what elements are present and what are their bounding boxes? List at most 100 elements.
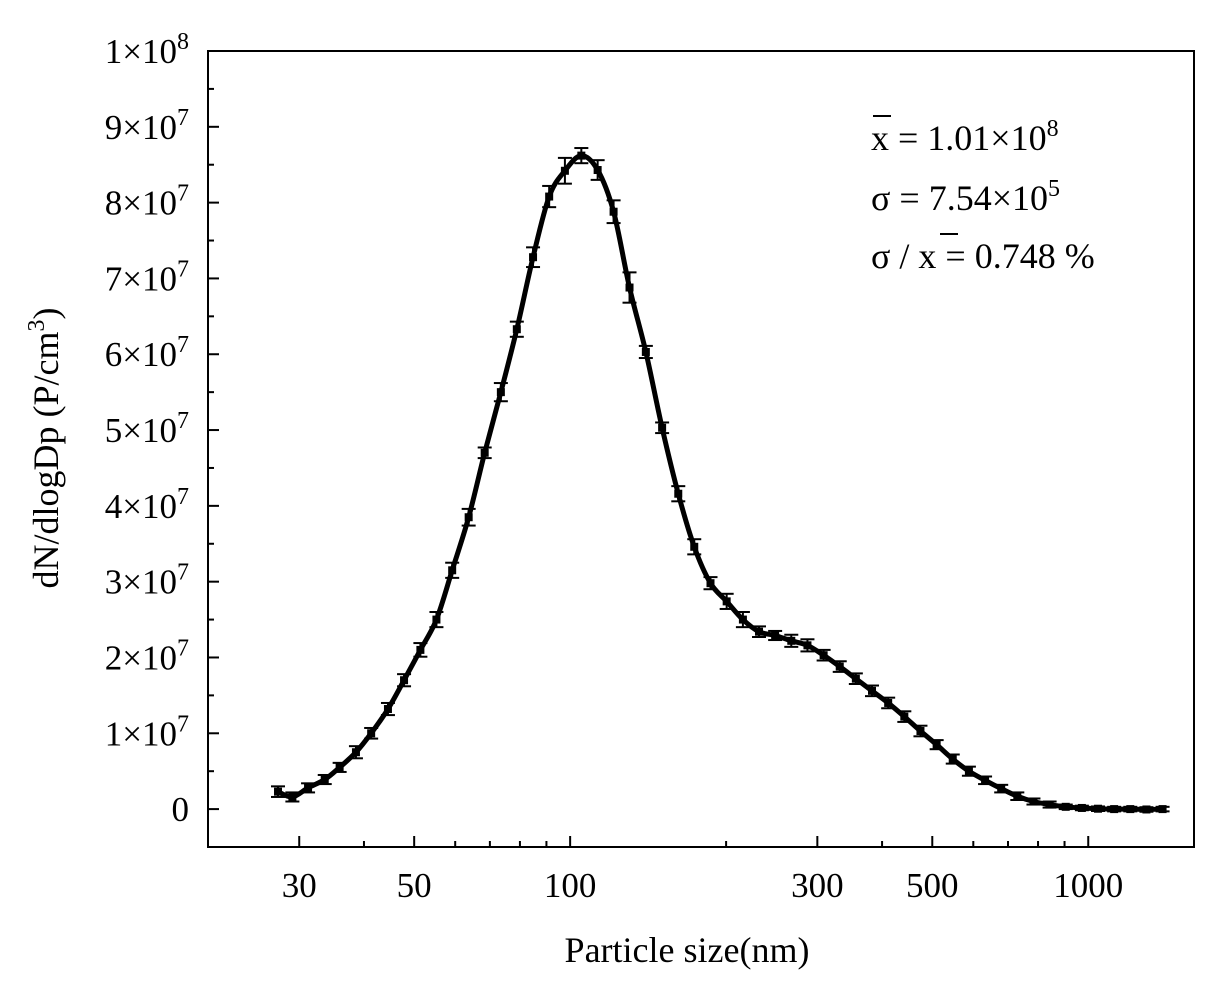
y-tick-label-exponent: 7: [177, 635, 189, 661]
y-axis-title: dN/dlogDp (P/cm3): [24, 308, 66, 589]
y-tick-label-mantissa: 6×10: [105, 335, 177, 374]
data-point: [868, 686, 877, 695]
y-tick-label: 1×107: [105, 711, 189, 753]
stat-sigma-value: = 7.54×10: [890, 178, 1048, 218]
y-tick-label-mantissa: 3×10: [105, 563, 177, 602]
data-point: [1126, 805, 1135, 814]
data-point: [948, 755, 957, 764]
plot-frame: [207, 50, 1195, 848]
data-point: [932, 740, 941, 749]
data-point: [658, 423, 667, 432]
x-tick-label: 500: [906, 866, 959, 905]
stat-mean-value: = 1.01×10: [889, 118, 1047, 158]
y-tick-label: 9×107: [105, 105, 189, 147]
data-point: [383, 705, 392, 714]
y-tick-label-exponent: 7: [177, 181, 189, 207]
y-tick-label-mantissa: 0: [172, 790, 190, 829]
x-tick-label: 50: [397, 866, 432, 905]
data-point: [641, 347, 650, 356]
stat-cv: σ / x = 0.748 %: [871, 236, 1095, 276]
y-tick-label-mantissa: 5×10: [105, 411, 177, 450]
y-tick-label-exponent: 7: [177, 484, 189, 510]
stats-annotation: x = 1.01×108 σ = 7.54×105 σ / x = 0.748 …: [871, 115, 1095, 276]
data-point: [738, 615, 747, 624]
stat-cv-symbol: σ /: [871, 236, 918, 276]
data-point: [560, 166, 569, 175]
data-point: [690, 542, 699, 551]
data-point: [320, 775, 329, 784]
y-tick-label-exponent: 7: [177, 560, 189, 586]
stat-mean: x = 1.01×108: [871, 116, 1059, 158]
data-point: [512, 325, 521, 334]
data-point: [835, 662, 844, 671]
y-tick-label: 8×107: [105, 181, 189, 223]
y-tick-label: 5×107: [105, 408, 189, 450]
y-tick-label: 0: [172, 790, 190, 829]
y-axis-title-sup: 3: [24, 320, 50, 332]
y-tick-label: 1×108: [105, 29, 189, 71]
y-tick-label-exponent: 7: [177, 408, 189, 434]
y-axis-ticks: 01×1072×1073×1074×1075×1076×1077×1078×10…: [105, 29, 219, 829]
data-point: [997, 784, 1006, 793]
data-point: [577, 151, 586, 160]
data-point: [335, 763, 344, 772]
stat-sigma-symbol: σ: [871, 178, 890, 218]
data-point: [448, 566, 457, 575]
stat-sigma: σ = 7.54×105: [871, 176, 1060, 218]
data-point: [1093, 804, 1102, 813]
y-tick-label-exponent: 7: [177, 332, 189, 358]
data-point: [803, 641, 812, 650]
data-point: [851, 674, 860, 683]
y-tick-label: 6×107: [105, 332, 189, 374]
data-point: [1061, 802, 1070, 811]
y-tick-label: 2×107: [105, 635, 189, 677]
y-tick-label-mantissa: 4×10: [105, 487, 177, 526]
x-axis-title: Particle size(nm): [565, 930, 810, 970]
data-point: [771, 631, 780, 640]
data-point: [464, 513, 473, 522]
data-point: [1077, 803, 1086, 812]
y-tick-label-mantissa: 7×10: [105, 259, 177, 298]
data-point: [367, 729, 376, 738]
y-tick-label-mantissa: 8×10: [105, 184, 177, 223]
data-point: [1158, 805, 1167, 814]
y-tick-label: 3×107: [105, 560, 189, 602]
data-point: [674, 489, 683, 498]
y-tick-label-mantissa: 1×10: [105, 714, 177, 753]
y-tick-label: 7×107: [105, 256, 189, 298]
data-point: [981, 776, 990, 785]
data-point: [1013, 792, 1022, 801]
y-tick-label-mantissa: 1×10: [105, 32, 177, 71]
y-axis-title-tail: ): [26, 308, 66, 320]
data-point: [884, 698, 893, 707]
data-point: [964, 767, 973, 776]
data-point: [432, 615, 441, 624]
y-tick-label-exponent: 7: [177, 711, 189, 737]
x-tick-label: 300: [791, 866, 844, 905]
data-point: [787, 636, 796, 645]
data-point: [722, 597, 731, 606]
x-tick-label: 1000: [1053, 866, 1123, 905]
data-point: [416, 645, 425, 654]
stat-cv-value: = 0.748 %: [936, 236, 1094, 276]
data-point: [819, 651, 828, 660]
data-point: [625, 283, 634, 292]
data-point: [496, 388, 505, 397]
data-point: [304, 783, 313, 792]
stat-mean-exp: 8: [1047, 116, 1059, 142]
y-tick-label: 4×107: [105, 484, 189, 526]
data-point: [529, 253, 538, 262]
y-tick-label-mantissa: 9×10: [105, 108, 177, 147]
y-tick-label-exponent: 7: [177, 105, 189, 131]
data-point: [900, 712, 909, 721]
data-point: [755, 627, 764, 636]
y-tick-label-exponent: 8: [177, 29, 189, 55]
y-tick-label-mantissa: 2×10: [105, 638, 177, 677]
data-point: [609, 207, 618, 216]
y-tick-label-exponent: 7: [177, 256, 189, 282]
data-point: [400, 676, 409, 685]
y-axis-title-main: dN/dlogDp (P/cm: [26, 332, 66, 589]
data-point: [1142, 805, 1151, 814]
stat-sigma-exp: 5: [1048, 176, 1060, 202]
data-point: [351, 748, 360, 757]
